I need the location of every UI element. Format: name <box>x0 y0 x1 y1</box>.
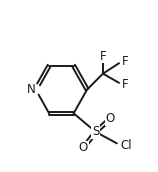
Text: F: F <box>100 50 106 63</box>
Text: O: O <box>79 141 88 154</box>
Text: O: O <box>106 112 115 125</box>
Text: F: F <box>121 55 128 68</box>
Text: N: N <box>27 83 36 96</box>
Text: Cl: Cl <box>120 139 132 152</box>
Text: F: F <box>121 78 128 91</box>
Text: S: S <box>92 125 99 138</box>
